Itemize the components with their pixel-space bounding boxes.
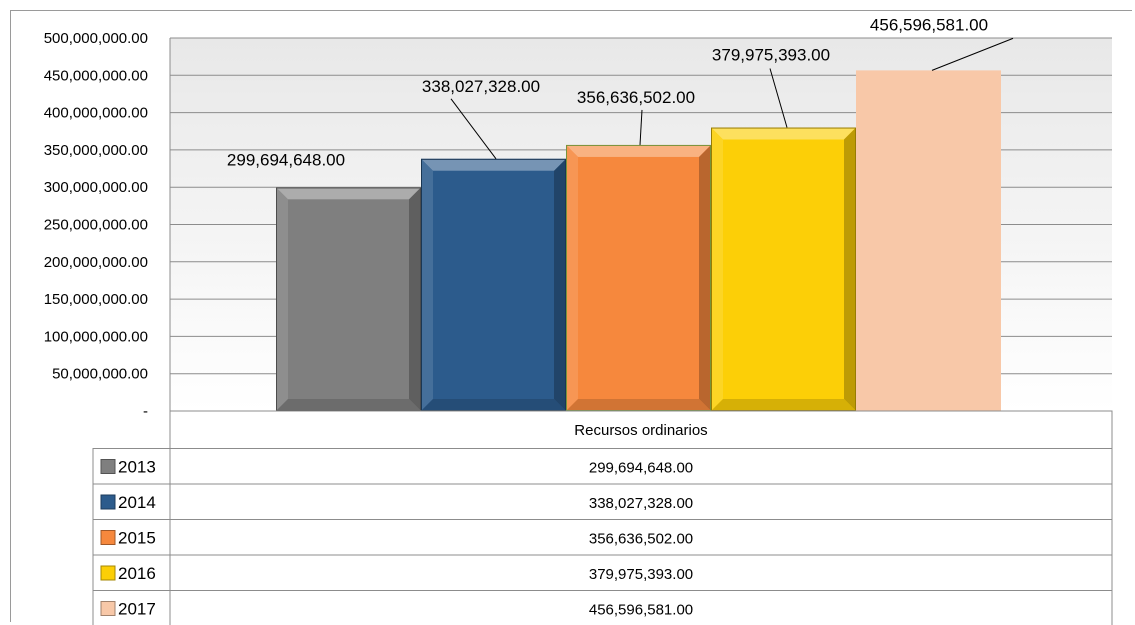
table-value-2014: 338,027,328.00 xyxy=(589,495,693,512)
legend-label-2013: 2013 xyxy=(118,458,156,477)
y-tick-label: 350,000,000.00 xyxy=(44,142,148,159)
legend-label-2015: 2015 xyxy=(118,529,156,548)
leader-line xyxy=(450,98,497,160)
bar-bevel-top xyxy=(711,127,856,140)
table-value-cell xyxy=(169,590,1113,625)
leader-line xyxy=(639,109,643,145)
bar-bevel-right xyxy=(554,158,566,411)
bars xyxy=(276,70,1001,412)
bar-2015 xyxy=(566,144,711,412)
legend-key-2016 xyxy=(100,565,116,581)
bar-inner-face xyxy=(433,170,554,399)
bar-bevel-left xyxy=(566,144,578,412)
bar-bevel-bottom xyxy=(566,399,711,411)
table-value-cell xyxy=(169,519,1113,556)
y-tick-label: 300,000,000.00 xyxy=(44,179,148,196)
table-value-cell xyxy=(169,483,1113,520)
leader-line xyxy=(931,37,1014,71)
legend-key-2015 xyxy=(100,530,116,545)
data-label-2015: 356,636,502.00 xyxy=(577,88,695,107)
table-value-2015: 356,636,502.00 xyxy=(589,531,693,548)
y-tick-label: 500,000,000.00 xyxy=(44,30,148,47)
bar-bevel-bottom xyxy=(711,399,856,411)
bar-inner-face xyxy=(578,156,699,399)
y-tick-label: 400,000,000.00 xyxy=(44,105,148,122)
table-value-2013: 299,694,648.00 xyxy=(589,460,693,477)
y-tick-label: - xyxy=(143,403,148,420)
data-label-2017: 456,596,581.00 xyxy=(870,15,988,34)
data-label-2014: 338,027,328.00 xyxy=(422,77,540,96)
table-header-label: Recursos ordinarios xyxy=(574,422,707,439)
y-tick-label: 200,000,000.00 xyxy=(44,254,148,271)
bar-bevel-top xyxy=(421,158,566,171)
chart-frame xyxy=(10,10,1132,622)
bar-bevel-right xyxy=(699,144,711,412)
legend-key-2017 xyxy=(100,601,116,616)
legend-key-2014 xyxy=(100,494,116,510)
data-label-leader-lines xyxy=(450,37,1014,160)
y-tick-label: 150,000,000.00 xyxy=(44,291,148,308)
bar-bevel-right xyxy=(409,187,421,411)
bar-bevel-top xyxy=(276,187,421,200)
bar-bevel-right xyxy=(844,127,856,411)
y-tick-label: 100,000,000.00 xyxy=(44,328,148,345)
legend-label-2017: 2017 xyxy=(118,600,156,619)
data-labels: 299,694,648.00 338,027,328.00 356,636,502.… xyxy=(227,15,988,169)
bar-bevel-bottom xyxy=(276,399,421,411)
y-tick-label: 50,000,000.00 xyxy=(52,366,148,383)
bar-2013 xyxy=(276,187,421,411)
y-tick-label: 450,000,000.00 xyxy=(44,67,148,84)
legend-key-2013 xyxy=(100,459,116,474)
bar-inner-face xyxy=(723,139,844,399)
table-value-cell xyxy=(169,554,1113,591)
bar-inner-face xyxy=(288,199,409,399)
table-value-2016: 379,975,393.00 xyxy=(589,566,693,583)
bar-bevel-top xyxy=(566,144,711,157)
bar-bevel-left xyxy=(421,158,433,411)
data-label-2016: 379,975,393.00 xyxy=(712,46,830,65)
data-table: Recursos ordinarios 2013 299,694,648.00 201… xyxy=(92,410,1113,625)
y-tick-label: 250,000,000.00 xyxy=(44,217,148,234)
y-axis-tick-labels: - 50,000,000.00 100,000,000.00 150,000,000.… xyxy=(44,30,148,420)
leader-line xyxy=(769,68,788,128)
table-value-cell xyxy=(169,448,1113,485)
legend-label-2014: 2014 xyxy=(118,493,156,512)
table-value-2017: 456,596,581.00 xyxy=(589,602,693,619)
bar-bevel-bottom xyxy=(421,399,566,411)
legend-label-2016: 2016 xyxy=(118,564,156,583)
table-header-cell xyxy=(169,410,1113,449)
data-label-2013: 299,694,648.00 xyxy=(227,150,345,169)
bar-2017 xyxy=(856,70,1001,411)
bar-bevel-left xyxy=(711,127,723,411)
bar-bevel-left xyxy=(276,187,288,411)
bar-2014 xyxy=(421,158,566,411)
bar-face xyxy=(856,70,1001,411)
bar-2016 xyxy=(711,127,856,411)
